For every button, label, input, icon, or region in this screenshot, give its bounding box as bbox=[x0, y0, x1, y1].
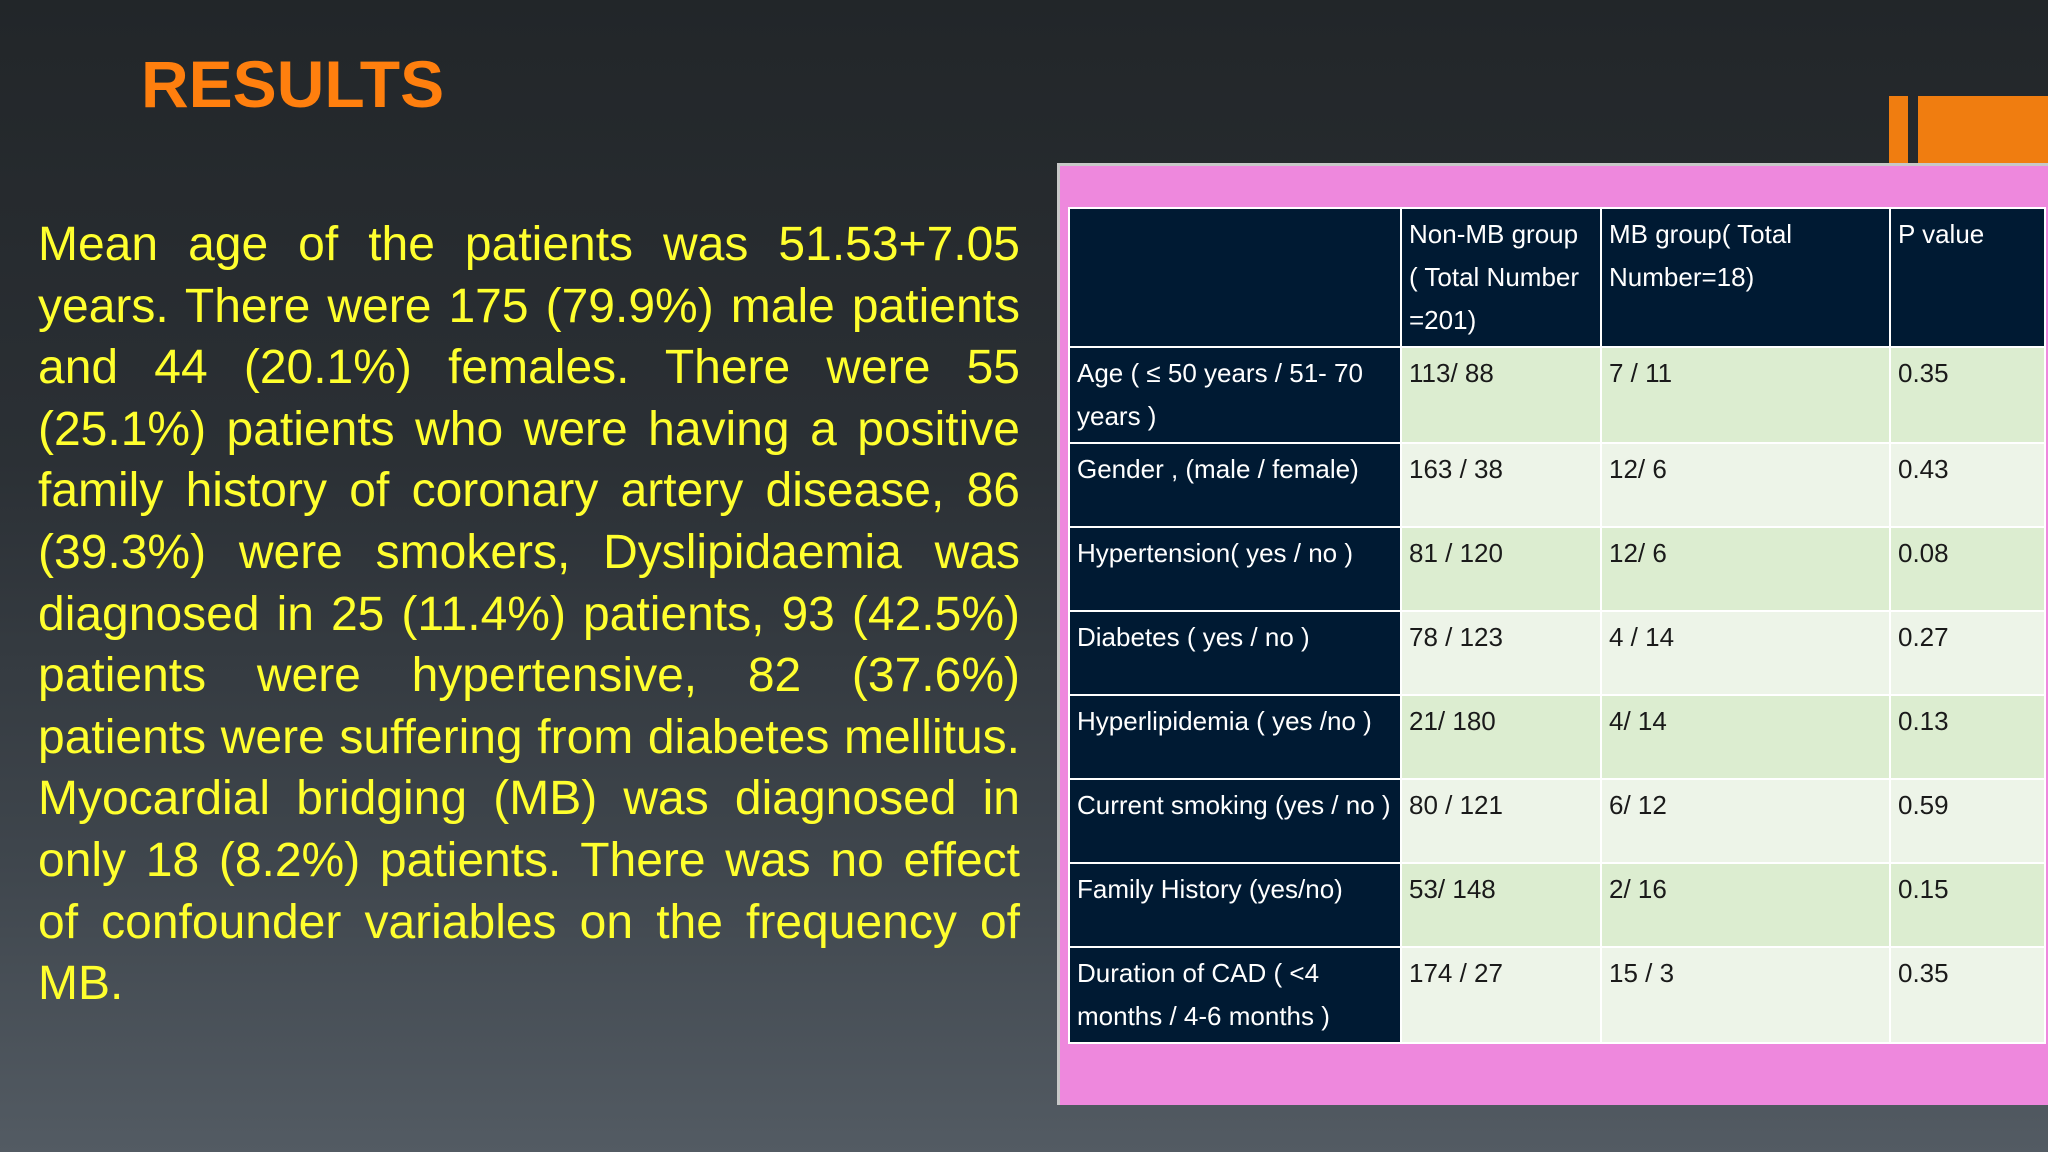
table-row: Family History (yes/no) 53/ 148 2/ 16 0.… bbox=[1068, 862, 2046, 948]
non-mb-value: 53/ 148 bbox=[1400, 862, 1602, 948]
p-value: 0.15 bbox=[1889, 862, 2046, 948]
mb-value: 7 / 11 bbox=[1600, 346, 1891, 444]
p-value: 0.08 bbox=[1889, 526, 2046, 612]
row-label: Hyperlipidemia ( yes /no ) bbox=[1068, 694, 1402, 780]
table-row: Hypertension( yes / no ) 81 / 120 12/ 6 … bbox=[1068, 526, 2046, 612]
row-label: Family History (yes/no) bbox=[1068, 862, 1402, 948]
header-cell-empty bbox=[1068, 207, 1402, 348]
table-panel: Non-MB group ( Total Number =201) MB gro… bbox=[1057, 163, 2048, 1105]
row-label: Current smoking (yes / no ) bbox=[1068, 778, 1402, 864]
table-row: Gender , (male / female) 163 / 38 12/ 6 … bbox=[1068, 442, 2046, 528]
accent-bar-small bbox=[1889, 96, 1908, 164]
mb-value: 12/ 6 bbox=[1600, 526, 1891, 612]
results-paragraph: Mean age of the patients was 51.53+7.05 … bbox=[38, 218, 1020, 1011]
mb-value: 2/ 16 bbox=[1600, 862, 1891, 948]
accent-bar-large bbox=[1918, 96, 2048, 164]
table-row: Hyperlipidemia ( yes /no ) 21/ 180 4/ 14… bbox=[1068, 694, 2046, 780]
p-value: 0.27 bbox=[1889, 610, 2046, 696]
mb-value: 6/ 12 bbox=[1600, 778, 1891, 864]
mb-value: 4 / 14 bbox=[1600, 610, 1891, 696]
p-value: 0.35 bbox=[1889, 346, 2046, 444]
header-p-value: P value bbox=[1889, 207, 2046, 348]
table-header-row: Non-MB group ( Total Number =201) MB gro… bbox=[1068, 207, 2046, 348]
row-label: Gender , (male / female) bbox=[1068, 442, 1402, 528]
table-row: Current smoking (yes / no ) 80 / 121 6/ … bbox=[1068, 778, 2046, 864]
non-mb-value: 21/ 180 bbox=[1400, 694, 1602, 780]
table-row: Duration of CAD ( <4 months / 4-6 months… bbox=[1068, 946, 2046, 1044]
header-non-mb-group: Non-MB group ( Total Number =201) bbox=[1400, 207, 1602, 348]
p-value: 0.13 bbox=[1889, 694, 2046, 780]
non-mb-value: 174 / 27 bbox=[1400, 946, 1602, 1044]
slide-title: RESULTS bbox=[141, 47, 445, 121]
non-mb-value: 81 / 120 bbox=[1400, 526, 1602, 612]
non-mb-value: 78 / 123 bbox=[1400, 610, 1602, 696]
table-row: Diabetes ( yes / no ) 78 / 123 4 / 14 0.… bbox=[1068, 610, 2046, 696]
mb-value: 15 / 3 bbox=[1600, 946, 1891, 1044]
row-label: Duration of CAD ( <4 months / 4-6 months… bbox=[1068, 946, 1402, 1044]
non-mb-value: 80 / 121 bbox=[1400, 778, 1602, 864]
p-value: 0.43 bbox=[1889, 442, 2046, 528]
row-label: Hypertension( yes / no ) bbox=[1068, 526, 1402, 612]
row-label: Diabetes ( yes / no ) bbox=[1068, 610, 1402, 696]
p-value: 0.59 bbox=[1889, 778, 2046, 864]
non-mb-value: 113/ 88 bbox=[1400, 346, 1602, 444]
mb-value: 4/ 14 bbox=[1600, 694, 1891, 780]
table-row: Age ( ≤ 50 years / 51- 70 years ) 113/ 8… bbox=[1068, 346, 2046, 444]
non-mb-value: 163 / 38 bbox=[1400, 442, 1602, 528]
p-value: 0.35 bbox=[1889, 946, 2046, 1044]
row-label: Age ( ≤ 50 years / 51- 70 years ) bbox=[1068, 346, 1402, 444]
mb-value: 12/ 6 bbox=[1600, 442, 1891, 528]
results-table: Non-MB group ( Total Number =201) MB gro… bbox=[1068, 207, 2046, 1044]
header-mb-group: MB group( Total Number=18) bbox=[1600, 207, 1891, 348]
